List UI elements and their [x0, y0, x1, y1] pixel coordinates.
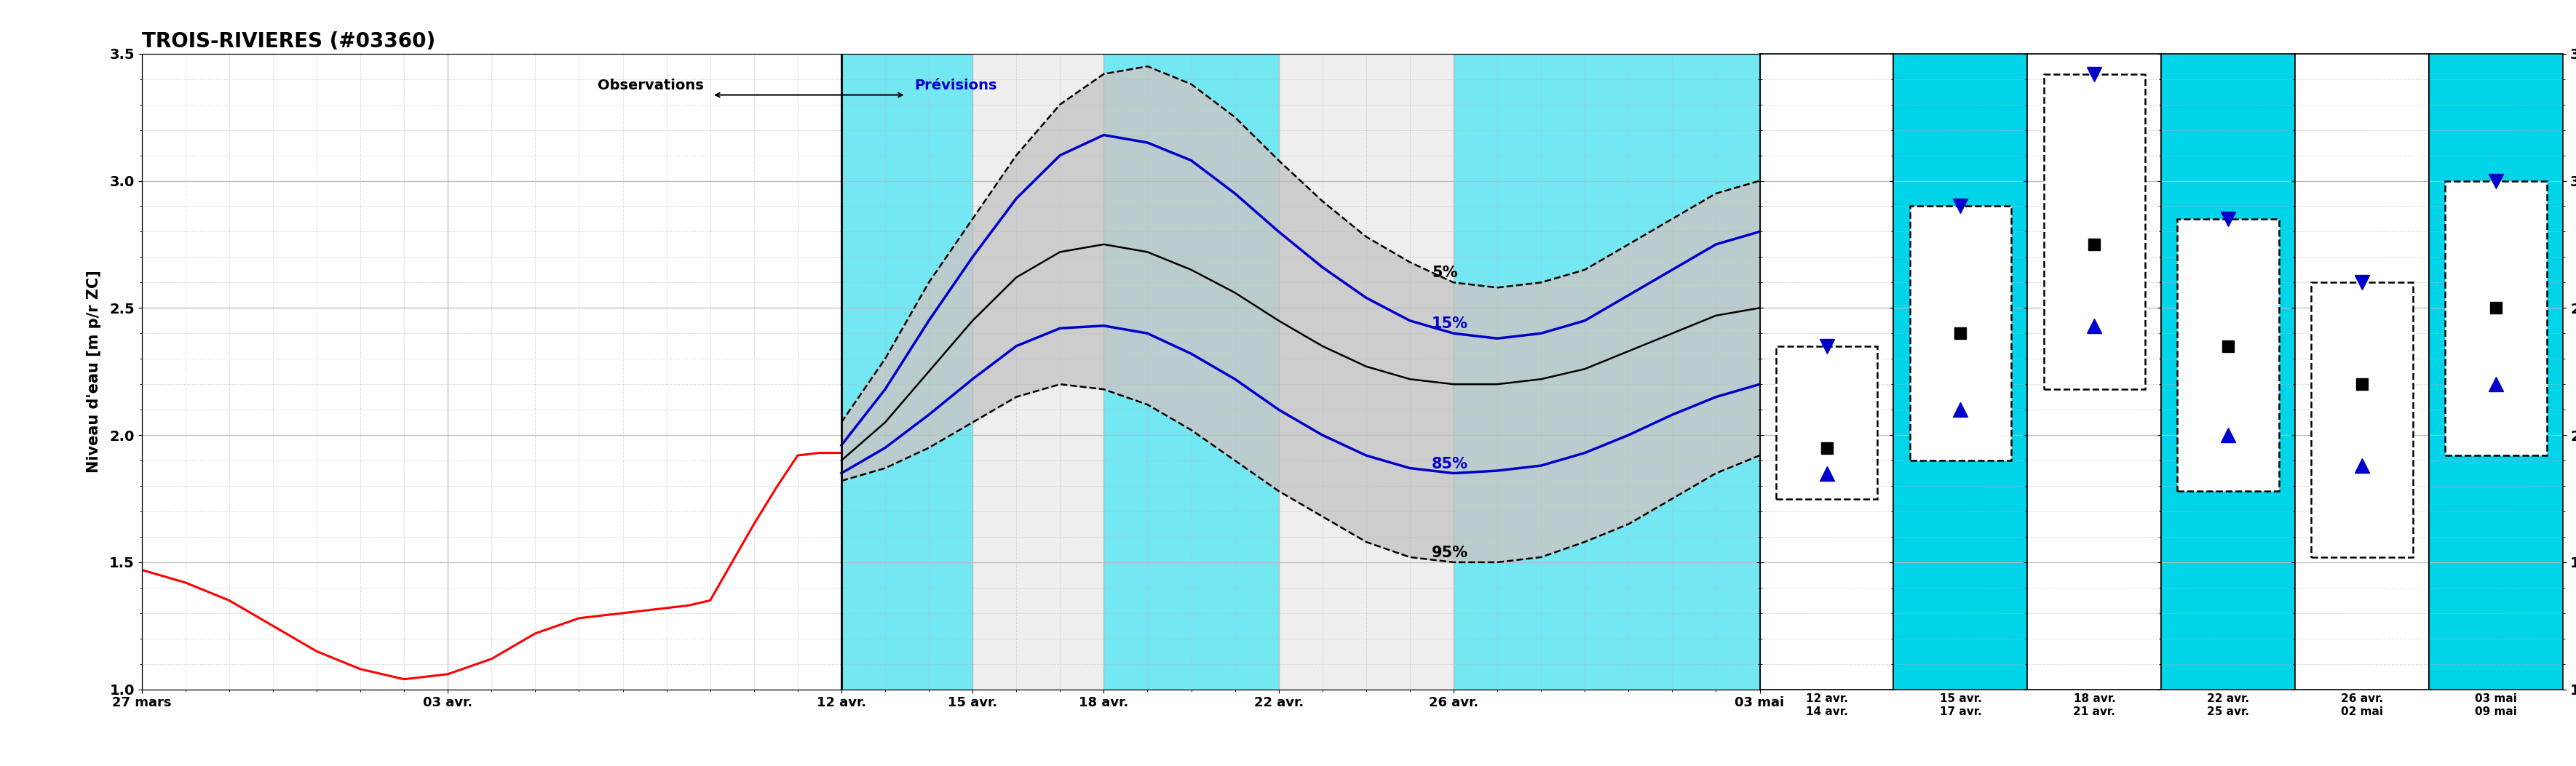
Y-axis label: Niveau d'eau [m p/r ZC]: Niveau d'eau [m p/r ZC]: [88, 270, 100, 473]
X-axis label: 18 avr.
21 avr.: 18 avr. 21 avr.: [2074, 693, 2115, 717]
X-axis label: 15 avr.
17 avr.: 15 avr. 17 avr.: [1940, 693, 1981, 717]
Text: 5%: 5%: [1432, 266, 1458, 280]
FancyBboxPatch shape: [2043, 74, 2146, 389]
Bar: [1103, 54, 1278, 689]
Text: TROIS-RIVIERES (#03360): TROIS-RIVIERES (#03360): [142, 31, 435, 52]
X-axis label: 03 mai
09 mai: 03 mai 09 mai: [2476, 693, 2517, 717]
Bar: [842, 54, 974, 689]
Text: Prévisions: Prévisions: [914, 78, 997, 93]
X-axis label: 26 avr.
02 mai: 26 avr. 02 mai: [2342, 693, 2383, 717]
Bar: [1278, 54, 1453, 689]
Bar: [142, 54, 842, 689]
Bar: [974, 54, 1103, 689]
FancyBboxPatch shape: [1775, 346, 1878, 499]
Text: 95%: 95%: [1432, 545, 1468, 560]
FancyBboxPatch shape: [2311, 283, 2414, 557]
Text: 15%: 15%: [1432, 316, 1468, 331]
Bar: [1453, 54, 1759, 689]
X-axis label: 12 avr.
14 avr.: 12 avr. 14 avr.: [1806, 693, 1847, 717]
Text: Observations: Observations: [598, 78, 703, 93]
FancyBboxPatch shape: [1909, 206, 2012, 460]
FancyBboxPatch shape: [2445, 181, 2548, 456]
Text: 85%: 85%: [1432, 457, 1468, 471]
X-axis label: 22 avr.
25 avr.: 22 avr. 25 avr.: [2208, 693, 2249, 717]
FancyBboxPatch shape: [2177, 219, 2280, 491]
